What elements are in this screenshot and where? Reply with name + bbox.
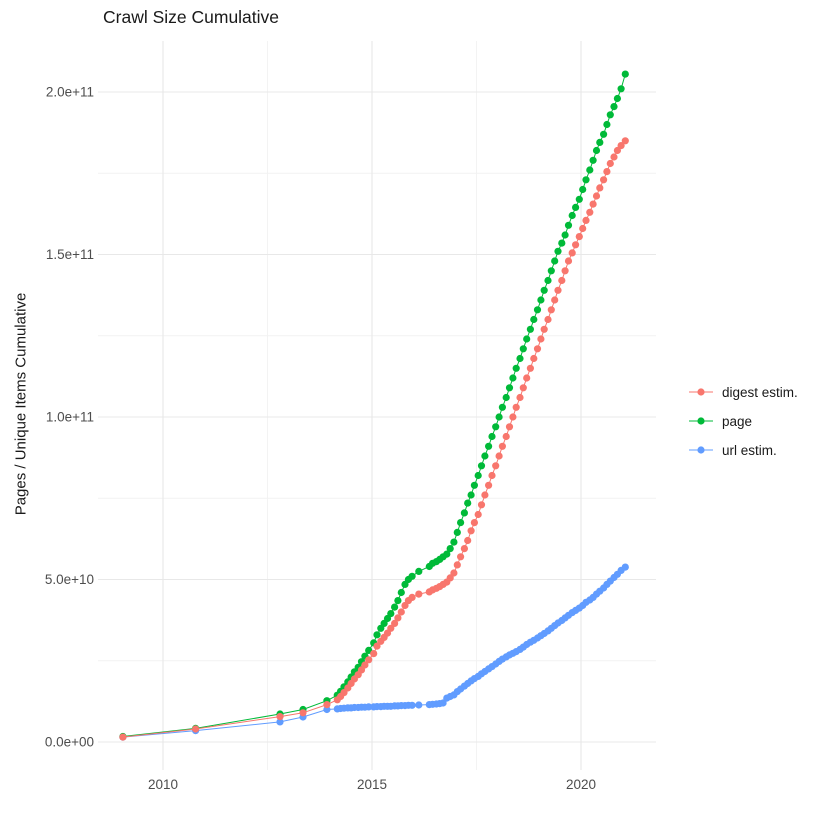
legend-key-page-icon bbox=[689, 417, 713, 425]
x-axis-labels: 2010 2015 2020 bbox=[148, 777, 596, 792]
legend-label-digest: digest estim. bbox=[722, 384, 798, 400]
legend-item-url: url estim. bbox=[688, 440, 798, 460]
legend-key-digest-icon bbox=[689, 388, 713, 396]
y-tick-label: 2.0e+11 bbox=[46, 85, 94, 100]
y-tick-label: 1.0e+11 bbox=[46, 410, 94, 425]
y-tick-label: 5.0e+10 bbox=[45, 572, 94, 587]
x-tick-label: 2010 bbox=[148, 777, 178, 792]
legend-key-url-icon bbox=[689, 446, 713, 454]
y-axis-labels: 0.0e+00 5.0e+10 1.0e+11 1.5e+11 2.0e+11 bbox=[45, 85, 94, 750]
legend-item-digest: digest estim. bbox=[688, 382, 798, 402]
gridlines-major bbox=[98, 41, 656, 770]
gridlines-minor bbox=[98, 41, 656, 770]
series-digest-estim bbox=[119, 137, 629, 741]
series-page bbox=[119, 70, 629, 741]
series-url-estim bbox=[119, 563, 629, 741]
legend: digest estim. page url estim. bbox=[688, 382, 798, 460]
y-axis-title: Pages / Unique Items Cumulative bbox=[12, 292, 30, 516]
x-tick-label: 2020 bbox=[566, 777, 596, 792]
x-tick-label: 2015 bbox=[357, 777, 387, 792]
legend-item-page: page bbox=[688, 411, 798, 431]
legend-label-url: url estim. bbox=[722, 442, 777, 458]
y-tick-label: 1.5e+11 bbox=[46, 247, 94, 262]
chart-title: Crawl Size Cumulative bbox=[103, 7, 280, 27]
y-tick-label: 0.0e+00 bbox=[45, 735, 94, 750]
legend-label-page: page bbox=[722, 413, 753, 429]
